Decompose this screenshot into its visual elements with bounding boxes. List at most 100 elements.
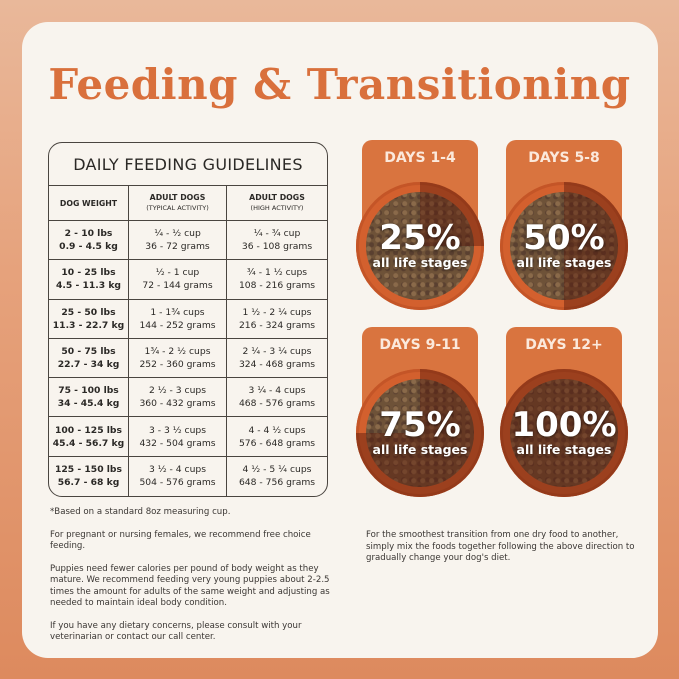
cell-line: 50 - 75 lbs <box>61 346 116 358</box>
cell-line: 3 - 3 ½ cups <box>148 424 207 436</box>
food-bowl: 100% all life stages <box>500 369 628 497</box>
cell-line: 108 - 216 grams <box>238 280 316 292</box>
typical-cell: 3 ½ - 4 cups 504 - 576 grams <box>129 456 227 496</box>
high-cell: 2 ¼ - 3 ¼ cups 324 - 468 grams <box>227 339 327 377</box>
typical-cell: 1 - 1¾ cups 144 - 252 grams <box>129 299 227 338</box>
table-row: 50 - 75 lbs 22.7 - 34 kg 1¾ - 2 ½ cups 252 … <box>49 338 327 379</box>
table-row: 75 - 100 lbs 34 - 45.4 kg 2 ½ - 3 cups 360 … <box>49 378 327 418</box>
stage-percent: 100% <box>511 405 617 445</box>
high-cell: 4 ½ - 5 ¼ cups 648 - 756 grams <box>227 457 327 496</box>
weight-cell: 50 - 75 lbs 22.7 - 34 kg <box>49 338 129 378</box>
high-cell: ¼ - ¾ cup 36 - 108 grams <box>227 221 327 259</box>
typical-cell: 1¾ - 2 ½ cups 252 - 360 grams <box>129 338 227 378</box>
stage-percent: 50% <box>523 218 605 258</box>
cell-line: 22.7 - 34 kg <box>57 359 120 371</box>
header-high: ADULT DOGS (HIGH ACTIVITY) <box>227 186 327 220</box>
weight-cell: 100 - 125 lbs 45.4 - 56.7 kg <box>49 417 129 456</box>
cell-line: 216 - 324 grams <box>238 319 316 331</box>
cell-line: 576 - 648 grams <box>238 437 316 449</box>
stage-label: DAYS 1-4 <box>384 150 456 166</box>
header-sublabel: (HIGH ACTIVITY) <box>250 204 304 212</box>
new-food-portion <box>356 369 484 497</box>
cell-line: ¼ - ¾ cup <box>253 228 301 240</box>
weight-cell: 2 - 10 lbs 0.9 - 4.5 kg <box>49 221 129 260</box>
cell-line: 1 ½ - 2 ¼ cups <box>242 306 312 318</box>
food-bowl: 75% all life stages <box>356 369 484 497</box>
weight-cell: 10 - 25 lbs 4.5 - 11.3 kg <box>49 260 129 299</box>
header-sublabel: (TYPICAL ACTIVITY) <box>146 204 209 212</box>
cell-line: 45.4 - 56.7 kg <box>52 437 125 449</box>
cell-line: 2 ¼ - 3 ¼ cups <box>242 346 312 358</box>
kibble-image <box>366 192 474 300</box>
stage-label: DAYS 9-11 <box>379 337 461 353</box>
footnotes: *Based on a standard 8oz measuring cup. … <box>50 507 330 655</box>
kibble-image <box>510 192 618 300</box>
note: For pregnant or nursing females, we reco… <box>50 529 311 552</box>
table-title: DAILY FEEDING GUIDELINES <box>49 143 327 186</box>
high-cell: 3 ¼ - 4 cups 468 - 576 grams <box>227 378 327 416</box>
cell-line: 1¾ - 2 ½ cups <box>144 346 211 358</box>
stage-subtitle: all life stages <box>372 255 468 270</box>
cell-line: 252 - 360 grams <box>139 359 216 371</box>
new-food-portion <box>500 369 628 497</box>
cell-line: ½ - 1 cup <box>155 267 200 279</box>
typical-cell: 3 - 3 ½ cups 432 - 504 grams <box>129 417 227 456</box>
note: If you have any dietary concerns, please… <box>50 620 302 643</box>
cell-line: 25 - 50 lbs <box>61 306 116 318</box>
table-row: 125 - 150 lbs 56.7 - 68 kg 3 ½ - 4 cups 504… <box>49 456 327 496</box>
cell-line: 144 - 252 grams <box>139 319 216 331</box>
table-row: 10 - 25 lbs 4.5 - 11.3 kg ½ - 1 cup 72 - 14… <box>49 260 327 300</box>
cell-line: 72 - 144 grams <box>142 280 213 292</box>
note: Puppies need fewer calories per pound of… <box>50 563 330 609</box>
stage-subtitle: all life stages <box>516 255 612 270</box>
kibble-image <box>510 379 618 487</box>
kibble-image <box>366 379 474 487</box>
new-food-portion <box>500 182 628 310</box>
cell-line: 125 - 150 lbs <box>55 464 122 476</box>
cell-line: 4 - 4 ½ cups <box>248 424 306 436</box>
cell-line: 3 ¼ - 4 cups <box>248 385 306 397</box>
high-cell: ¾ - 1 ½ cups 108 - 216 grams <box>227 260 327 298</box>
cell-line: 4.5 - 11.3 kg <box>55 280 122 292</box>
cell-line: 3 ½ - 4 cups <box>148 464 207 476</box>
food-bowl: 50% all life stages <box>500 182 628 310</box>
cell-line: 34 - 45.4 kg <box>57 398 120 410</box>
cell-line: 4 ½ - 5 ¼ cups <box>242 464 312 476</box>
table-row: 100 - 125 lbs 45.4 - 56.7 kg 3 - 3 ½ cups 4… <box>49 417 327 457</box>
table-row: 25 - 50 lbs 11.3 - 22.7 kg 1 - 1¾ cups 144 … <box>49 299 327 339</box>
stage-label: DAYS 12+ <box>525 337 603 353</box>
typical-cell: 2 ½ - 3 cups 360 - 432 grams <box>129 378 227 417</box>
header-label: ADULT DOGS <box>149 193 206 202</box>
cell-line: 1 - 1¾ cups <box>150 306 205 318</box>
cell-line: 648 - 756 grams <box>238 477 316 489</box>
weight-cell: 125 - 150 lbs 56.7 - 68 kg <box>49 456 129 496</box>
cell-line: ¼ - ½ cup <box>154 228 201 240</box>
typical-cell: ¼ - ½ cup 36 - 72 grams <box>129 221 227 260</box>
header-typical: ADULT DOGS (TYPICAL ACTIVITY) <box>129 186 227 220</box>
transition-note: For the smoothest transition from one dr… <box>366 530 635 563</box>
header-label: DOG WEIGHT <box>59 198 118 208</box>
cell-line: 324 - 468 grams <box>238 359 316 371</box>
cell-line: 56.7 - 68 kg <box>57 477 120 489</box>
stage-subtitle: all life stages <box>516 442 612 457</box>
cell-line: ¾ - 1 ½ cups <box>246 267 308 279</box>
cell-line: 36 - 108 grams <box>241 241 313 253</box>
cell-line: 360 - 432 grams <box>139 398 216 410</box>
header-weight: DOG WEIGHT <box>49 186 129 220</box>
typical-cell: ½ - 1 cup 72 - 144 grams <box>129 260 227 299</box>
cell-line: 75 - 100 lbs <box>58 385 119 397</box>
weight-cell: 75 - 100 lbs 34 - 45.4 kg <box>49 378 129 417</box>
stage-percent: 25% <box>379 218 461 258</box>
feeding-guidelines-table: DAILY FEEDING GUIDELINES DOG WEIGHT ADUL… <box>48 142 328 497</box>
table-row: 2 - 10 lbs 0.9 - 4.5 kg ¼ - ½ cup 36 - 72 g… <box>49 221 327 261</box>
weight-cell: 25 - 50 lbs 11.3 - 22.7 kg <box>49 299 129 338</box>
stage-percent: 75% <box>379 405 461 445</box>
header-label: ADULT DOGS <box>249 193 305 202</box>
cell-line: 432 - 504 grams <box>139 437 216 449</box>
table-header-row: DOG WEIGHT ADULT DOGS (TYPICAL ACTIVITY) … <box>49 186 327 221</box>
new-food-portion <box>356 182 484 310</box>
page-title: Feeding & Transitioning <box>48 60 631 109</box>
stage-subtitle: all life stages <box>372 442 468 457</box>
note: *Based on a standard 8oz measuring cup. <box>50 507 231 517</box>
high-cell: 4 - 4 ½ cups 576 - 648 grams <box>227 417 327 455</box>
